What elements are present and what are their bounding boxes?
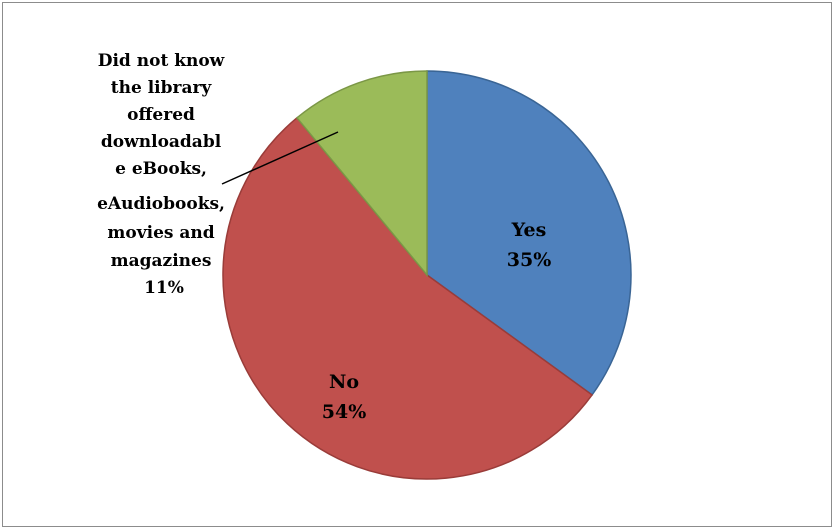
pie-slices [222, 70, 632, 480]
callout-label-line-8: magazines [111, 251, 212, 271]
callout-label-line-4: downloadabl [101, 132, 222, 152]
slice-label-no: No [329, 371, 359, 393]
callout-percent: 11% [144, 278, 184, 298]
callout-label-line-2: the library [111, 78, 213, 98]
callout-label-line-3: offered [127, 105, 195, 125]
pie-slice-no [222, 116, 594, 480]
pie-slice-did-not-know [295, 70, 428, 278]
callout-label: Did not know the library offered downloa… [97, 51, 231, 298]
slice-label-yes: Yes [511, 219, 547, 241]
callout-label-line-1: Did not know [98, 51, 225, 71]
pie-slice-yes [426, 70, 632, 396]
callout-leader-line [221, 131, 339, 185]
slice-percent-yes: 35% [507, 249, 552, 271]
callout-label-line-6: eAudiobooks, [97, 194, 225, 214]
slice-percent-no: 54% [322, 401, 367, 423]
callout-label-line-5: e eBooks, [115, 159, 207, 179]
callout-label-line-7: movies and [107, 223, 214, 243]
